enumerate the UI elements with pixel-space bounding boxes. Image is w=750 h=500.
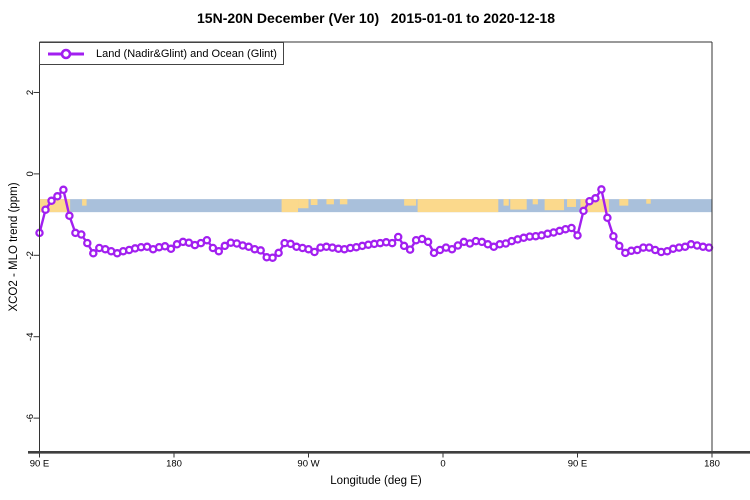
- chart-title: 15N-20N December (Ver 10) 2015-01-01 to …: [197, 10, 555, 26]
- svg-text:-6: -6: [25, 414, 36, 422]
- svg-text:0: 0: [440, 459, 445, 470]
- legend-box: Land (Nadir&Glint) and Ocean (Glint): [39, 42, 284, 65]
- x-axis-title: Longitude (deg E): [330, 475, 422, 487]
- legend-line-marker-icon: [48, 48, 84, 59]
- axes: 90 E 180 90 W 0 90 E 180 2 0 -2 -4 -6: [25, 90, 720, 470]
- svg-text:90 W: 90 W: [297, 459, 319, 470]
- y-axis-title: XCO2 - MLO trend (ppm): [8, 182, 20, 312]
- svg-text:90 E: 90 E: [30, 459, 50, 470]
- data-series: [35, 185, 714, 262]
- legend-label: Land (Nadir&Glint) and Ocean (Glint): [96, 47, 277, 60]
- svg-text:180: 180: [166, 459, 182, 470]
- svg-text:-4: -4: [25, 332, 36, 340]
- svg-text:90 E: 90 E: [568, 459, 588, 470]
- svg-text:180: 180: [704, 459, 720, 470]
- svg-text:0: 0: [25, 171, 36, 176]
- map-band: [39, 199, 712, 213]
- svg-text:-2: -2: [25, 251, 36, 259]
- svg-text:2: 2: [25, 90, 36, 95]
